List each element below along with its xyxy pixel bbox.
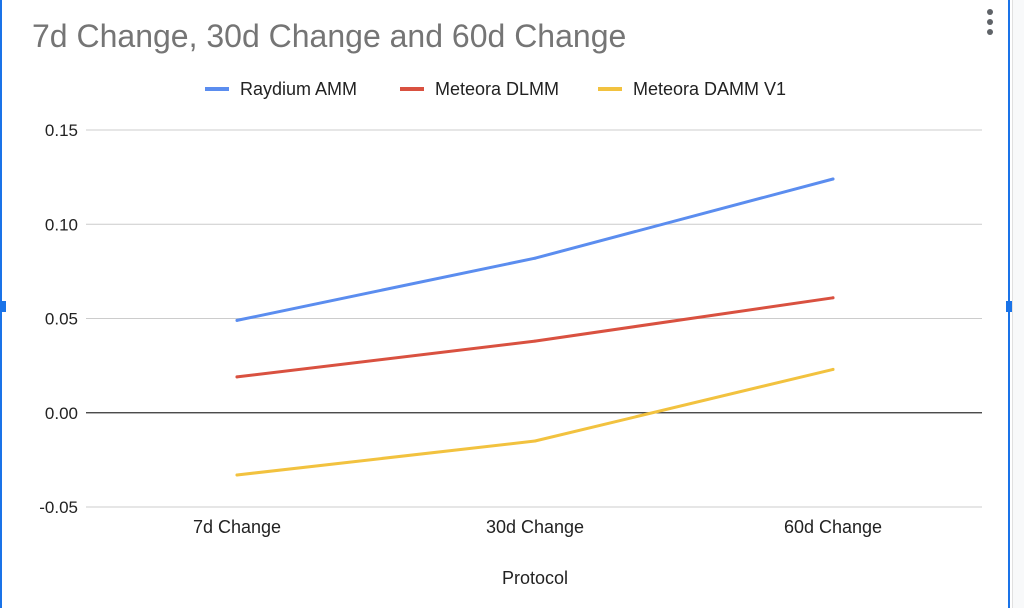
menu-dot <box>987 19 993 25</box>
legend-label: Raydium AMM <box>240 79 357 99</box>
y-tick-label: 0.05 <box>45 310 78 329</box>
data-point <box>533 439 537 443</box>
data-point <box>533 339 537 343</box>
data-point <box>235 318 239 322</box>
series-line-3 <box>235 367 835 477</box>
data-point <box>533 256 537 260</box>
series-lines <box>235 177 835 477</box>
data-point <box>831 367 835 371</box>
chart-title: 7d Change, 30d Change and 60d Change <box>32 18 627 54</box>
data-point <box>235 375 239 379</box>
more-vert-icon[interactable] <box>978 6 1002 38</box>
x-tick-label: 7d Change <box>193 517 281 537</box>
sheet-background-strip <box>1012 0 1024 608</box>
y-axis-tick-labels: 0.15 0.10 0.05 0.00 -0.05 <box>39 121 78 517</box>
y-tick-label: -0.05 <box>39 498 78 517</box>
legend: Raydium AMM Meteora DLMM Meteora DAMM V1 <box>205 79 786 99</box>
x-tick-label: 30d Change <box>486 517 584 537</box>
x-tick-label: 60d Change <box>784 517 882 537</box>
data-point <box>235 473 239 477</box>
legend-label: Meteora DLMM <box>435 79 559 99</box>
resize-handle-right[interactable] <box>1006 301 1017 312</box>
y-tick-label: 0.15 <box>45 121 78 140</box>
gridlines <box>86 129 982 508</box>
menu-dot <box>987 9 993 15</box>
data-point <box>831 296 835 300</box>
data-point <box>831 177 835 181</box>
x-axis-tick-labels: 7d Change 30d Change 60d Change <box>193 517 882 537</box>
x-axis-title: Protocol <box>502 568 568 588</box>
menu-dot <box>987 29 993 35</box>
y-tick-label: 0.00 <box>45 404 78 423</box>
legend-label: Meteora DAMM V1 <box>633 79 786 99</box>
series-line-2 <box>235 296 835 379</box>
y-tick-label: 0.10 <box>45 215 78 234</box>
series-line-1 <box>235 177 835 322</box>
resize-handle-left[interactable] <box>0 301 6 312</box>
